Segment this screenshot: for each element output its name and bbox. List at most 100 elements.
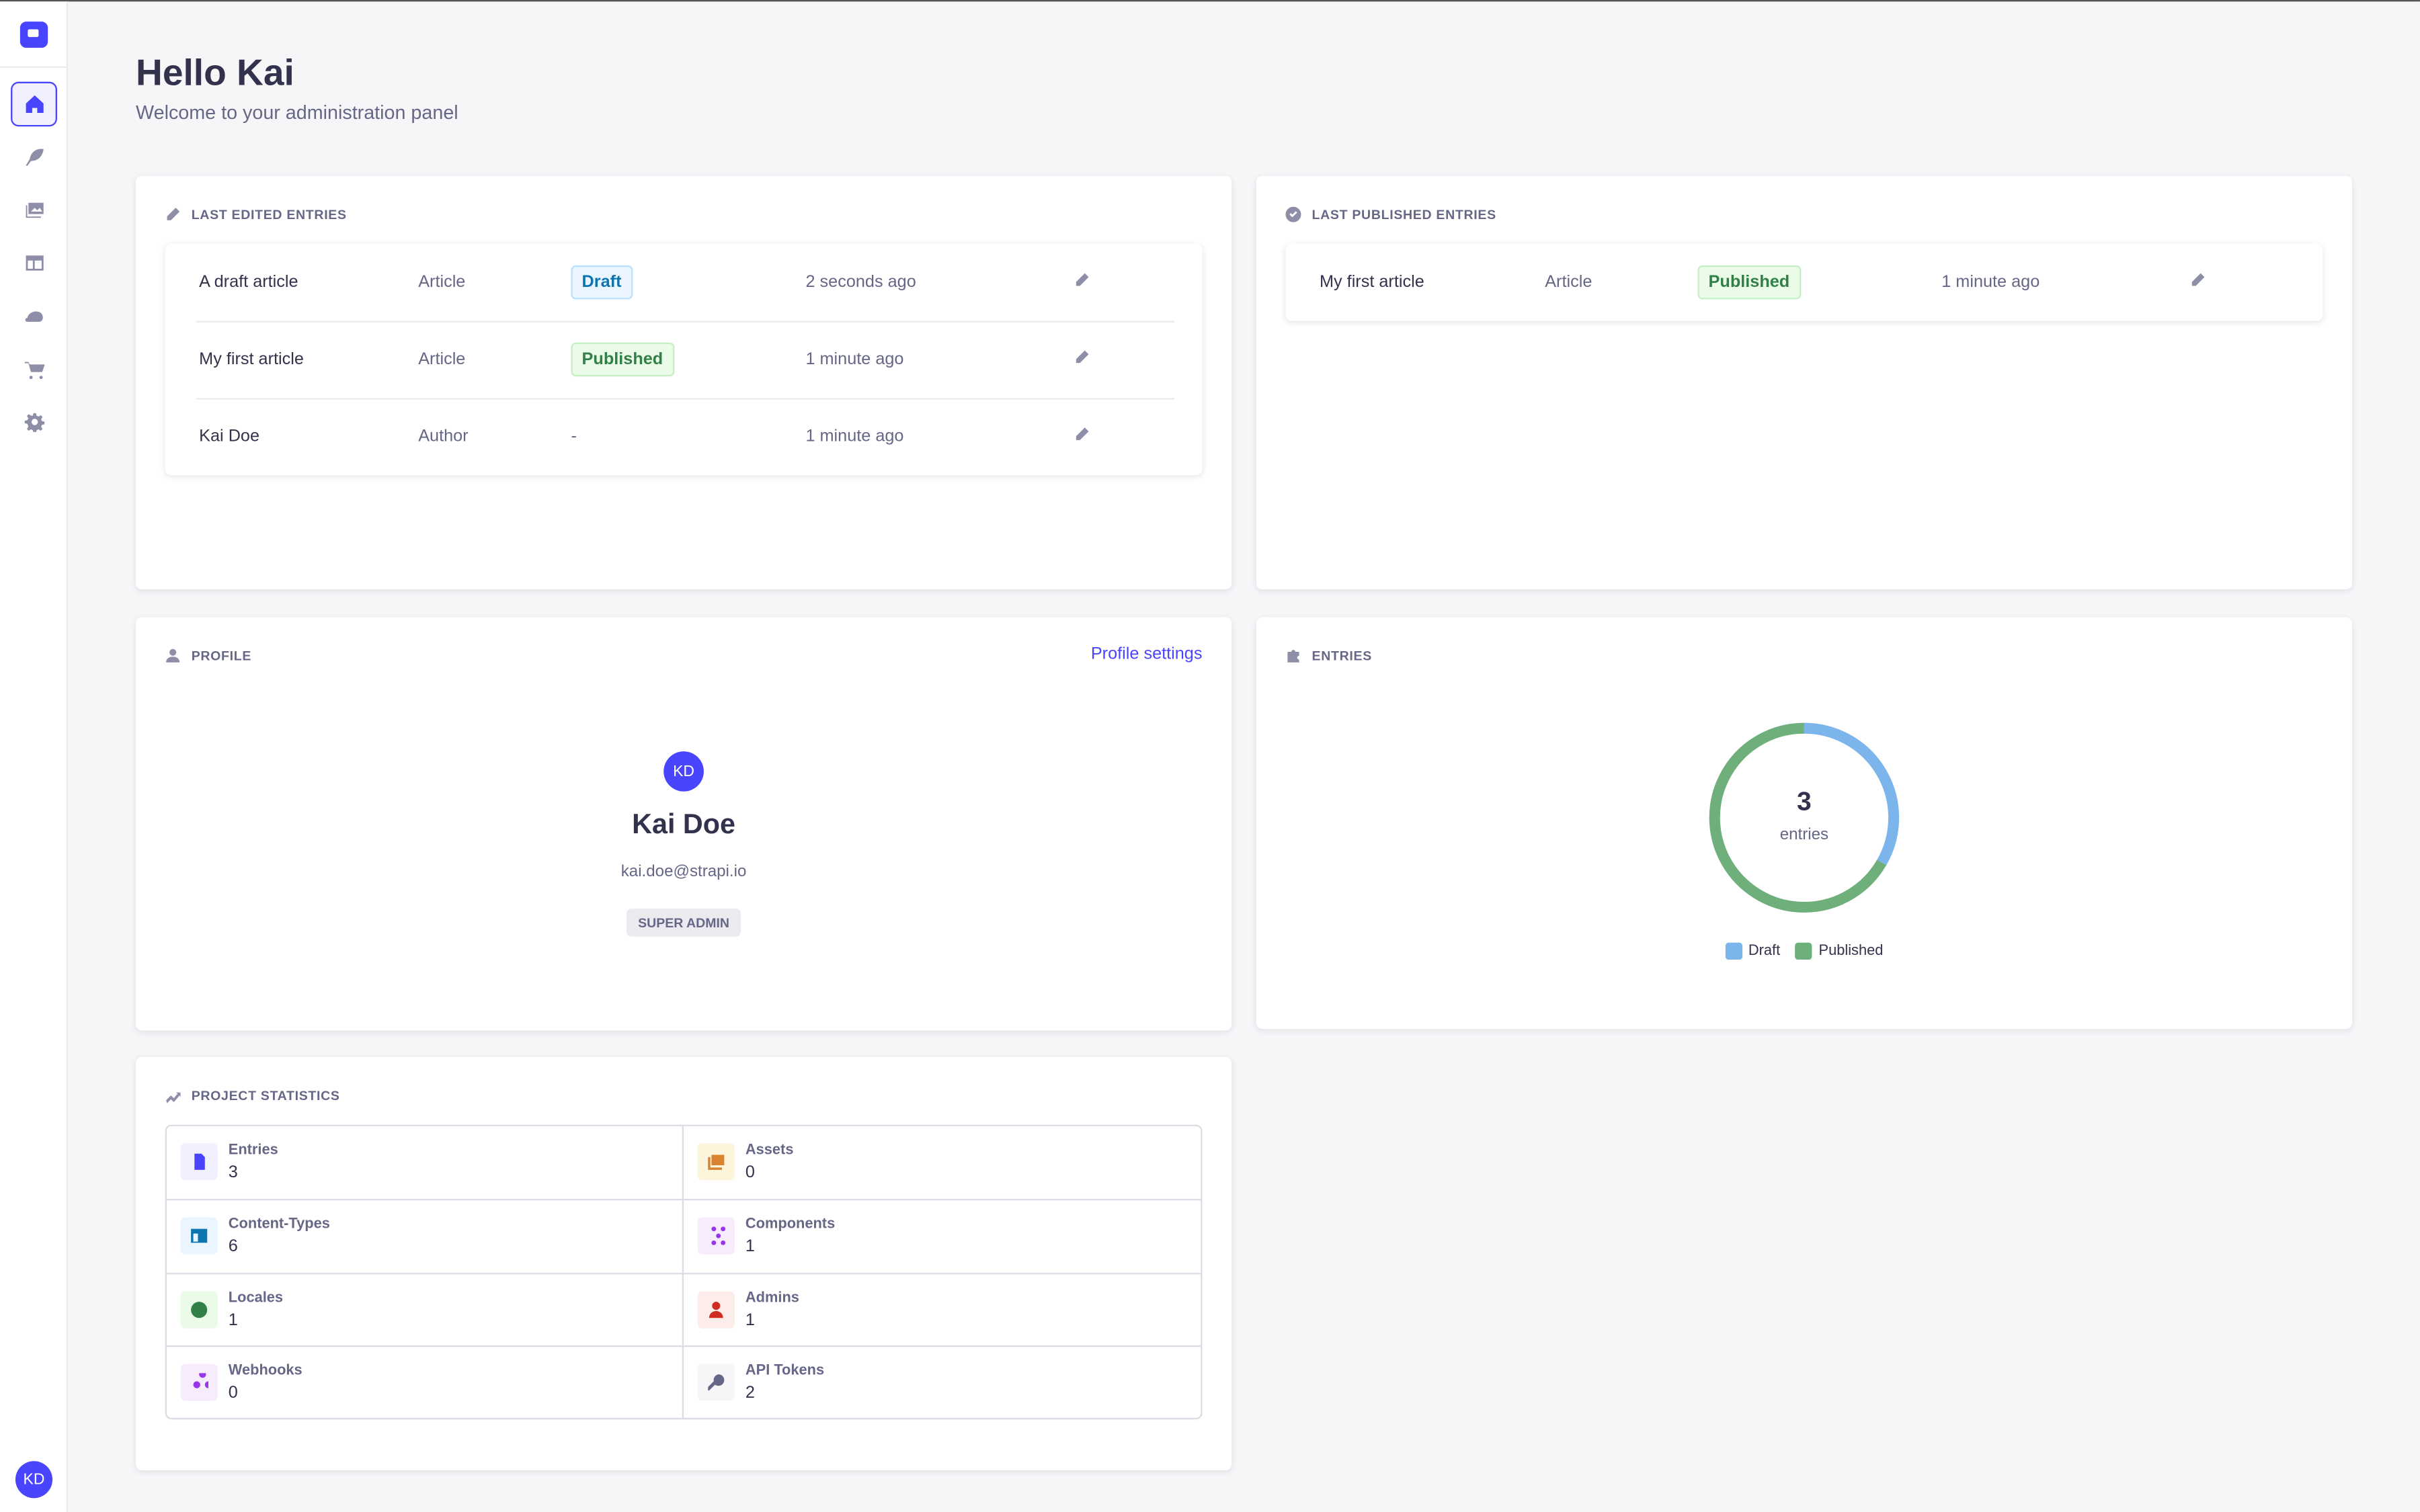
sidebar-item-cloud[interactable] [11,293,57,338]
statistics-grid: Entries 3 Assets 0 Content-Types 6 Components 1… [165,1124,1203,1420]
sidebar-item-content-type-builder[interactable] [11,241,57,286]
stat-icon-box [697,1290,735,1328]
table-row[interactable]: A draft article Article Draft 2 seconds … [165,244,1203,321]
role-badge: SUPER ADMIN [627,909,741,937]
project-statistics-card: PROJECT STATISTICS Entries 3 Assets 0 Conten… [136,1056,1232,1470]
webhook-icon [193,1373,208,1388]
entries-card: ENTRIES 3 entries Draft Published [1256,617,2352,1030]
profile-name: Kai Doe [632,808,736,839]
entry-name: A draft article [199,273,298,292]
stat-label: Admins [745,1289,799,1306]
entry-time: 1 minute ago [805,350,904,369]
stat-value: 3 [228,1163,238,1182]
sidebar-divider [0,66,69,69]
edit-button[interactable] [1074,272,1090,292]
user-icon [709,1301,723,1318]
table-row[interactable]: My first article Article Published 1 min… [165,321,1203,398]
stat-admins: Admins 1 [684,1272,1201,1345]
stat-value: 1 [228,1310,238,1330]
stat-label: Webhooks [228,1362,302,1380]
stat-assets: Assets 0 [684,1126,1201,1200]
donut-slice-published[interactable] [1709,722,1887,913]
legend-item-draft[interactable]: Draft [1725,942,1781,960]
entry-type: Article [418,350,466,369]
profile-email: kai.doe@strapi.io [620,862,747,881]
stat-content-types: Content-Types 6 [166,1199,684,1273]
stat-value: 0 [745,1163,755,1182]
card-title: PROJECT STATISTICS [191,1087,340,1103]
status-badge: Draft [571,265,633,300]
check-circle-icon [1285,206,1301,222]
pencil-icon [167,208,180,220]
strapi-logo[interactable] [19,22,48,48]
home-icon [25,95,43,114]
stat-value: 2 [745,1384,755,1402]
entry-type: Author [418,427,469,446]
profile-card: PROFILE Profile settings KD Kai Doe kai.… [136,617,1232,1031]
stat-icon-box [697,1143,735,1181]
stat-label: Entries [228,1141,278,1159]
status-badge: Published [1697,265,1801,300]
stat-locales: Locales 1 [166,1272,684,1345]
layout-icon [191,1229,208,1244]
edit-button[interactable] [1074,427,1090,447]
last-edited-card: LAST EDITED ENTRIES A draft article Arti… [136,175,1232,590]
sidebar-item-content-manager[interactable] [11,134,57,179]
cart-icon [24,362,44,380]
card-title: ENTRIES [1312,648,1372,664]
donut-slice-draft[interactable] [1804,722,1900,866]
entry-time: 1 minute ago [1941,273,2040,292]
stat-label: Content-Types [228,1216,330,1234]
table-row[interactable]: My first article Article Published 1 min… [1285,244,2323,321]
donut-total-label: entries [1779,825,1829,844]
legend-swatch [1796,942,1813,960]
stat-icon-box [180,1143,218,1181]
legend-item-published[interactable]: Published [1796,942,1884,960]
layout-icon [25,255,43,271]
edit-button[interactable] [1074,349,1090,370]
entry-name: Kai Doe [199,427,260,446]
legend-swatch [1725,942,1742,960]
card-title: PROFILE [191,648,252,664]
table-row[interactable]: Kai Doe Author - 1 minute ago [165,398,1203,475]
stat-webhooks: Webhooks 0 [166,1345,684,1419]
pencil-icon [2191,273,2205,286]
entry-type: Article [1545,273,1592,292]
user-avatar[interactable]: KD [15,1461,53,1499]
legend-label: Draft [1748,942,1781,960]
pencil-icon [1076,273,1089,286]
entry-name: My first article [199,350,304,369]
profile-settings-link[interactable]: Profile settings [1090,644,1203,664]
sidebar-item-marketplace[interactable] [11,347,57,392]
globe-icon [191,1301,208,1318]
trending-up-icon [166,1092,181,1103]
stat-label: Assets [745,1141,794,1159]
page-title: Hello Kai [136,52,294,95]
stat-icon-box [180,1218,218,1255]
gear-icon [24,413,44,432]
file-icon [194,1153,205,1170]
stat-icon-box [180,1290,218,1328]
entry-name: My first article [1319,273,1424,292]
sidebar-item-media-library[interactable] [11,187,57,232]
key-icon [708,1374,725,1390]
entry-time: 1 minute ago [805,427,904,446]
puzzle-icon [711,1227,726,1246]
sidebar-item-home[interactable] [11,81,57,127]
chart-legend: Draft Published [1256,942,2352,960]
stat-entries: Entries 3 [167,1126,684,1200]
page-subtitle: Welcome to your administration panel [136,101,458,124]
status-text: - [571,427,577,446]
entry-time: 2 seconds ago [805,273,916,292]
stat-icon-box [697,1363,735,1401]
pencil-icon [1076,350,1089,364]
status-badge: Published [571,342,674,377]
donut-total: 3 [1797,786,1812,816]
stat-components: Components 1 [684,1199,1201,1273]
cloud-icon [24,311,42,322]
sidebar-item-settings[interactable] [11,400,57,445]
edit-button[interactable] [2190,272,2206,292]
user-icon [166,648,180,663]
stat-icon-box [697,1218,735,1255]
legend-label: Published [1818,942,1884,960]
